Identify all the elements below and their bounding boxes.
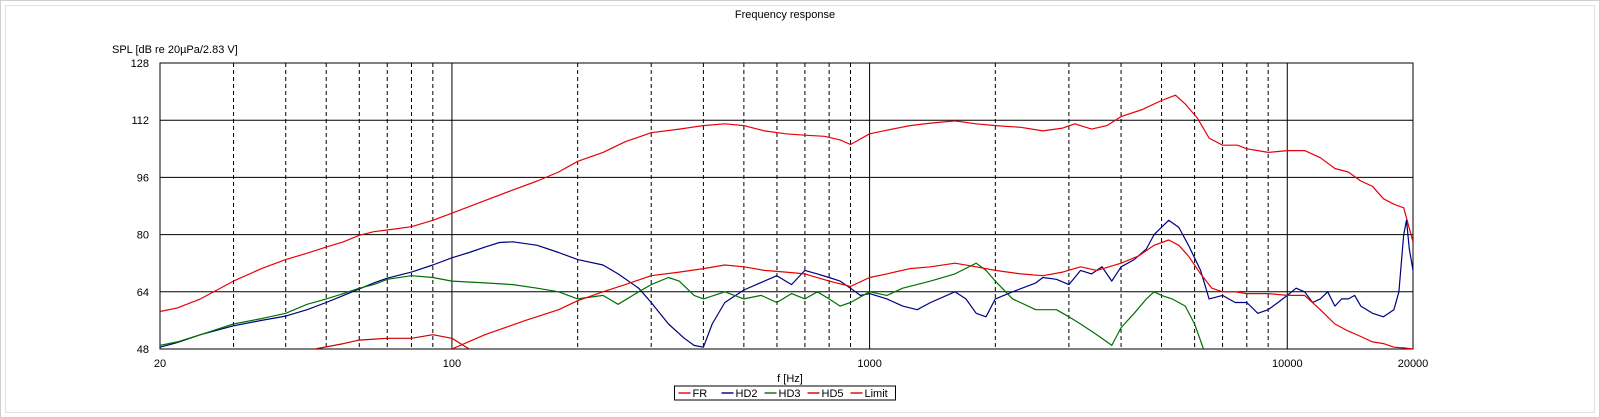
- series-lines: [160, 94, 1413, 349]
- y-tick-label: 96: [137, 172, 149, 184]
- legend-label-hd2: HD2: [736, 388, 758, 400]
- legend-label-hd5: HD5: [822, 388, 844, 400]
- legend-label-limit: Limit: [865, 388, 888, 400]
- series-line-hd5: [314, 334, 470, 349]
- x-tick-label: 1000: [857, 358, 881, 370]
- x-axis-label: f [Hz]: [777, 373, 803, 385]
- grid: [160, 63, 1413, 349]
- plot-area-border: [159, 62, 1414, 350]
- legend-label-fr: FR: [693, 388, 708, 400]
- legend-label-hd3: HD3: [779, 388, 801, 400]
- y-axis-label: SPL [dB re 20µPa/2.83 V]: [112, 44, 238, 56]
- series-line-limit: [451, 239, 1413, 349]
- y-tick-label: 64: [137, 287, 149, 299]
- legend-box: [674, 385, 896, 401]
- y-tick-label: 128: [131, 58, 149, 70]
- y-tick-label: 112: [131, 115, 149, 127]
- x-tick-label: 100: [443, 358, 461, 370]
- y-tick-label: 80: [137, 230, 149, 242]
- x-tick-label: 20000: [1398, 358, 1429, 370]
- chart-title: Frequency response: [735, 9, 835, 21]
- x-tick-label: 20: [154, 358, 166, 370]
- x-tick-labels: 20 100 1000 10000 20000: [154, 358, 1428, 370]
- series-line-hd2: [160, 219, 1413, 348]
- y-tick-label: 48: [137, 344, 149, 356]
- x-tick-label: 10000: [1272, 358, 1303, 370]
- series-line-fr: [160, 94, 1413, 313]
- y-tick-labels: 48 64 80 96 112 128: [131, 58, 149, 356]
- series-line-hd3: [160, 262, 1205, 349]
- legend: FR HD2 HD3 HD5 Limit: [674, 385, 896, 401]
- chart-frame-inner: [5, 5, 1595, 413]
